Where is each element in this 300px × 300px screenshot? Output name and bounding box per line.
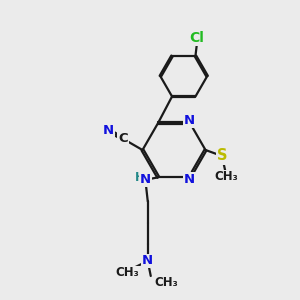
Text: N: N — [184, 173, 195, 186]
Text: H: H — [135, 171, 145, 184]
Text: CH₃: CH₃ — [214, 170, 238, 184]
Text: CH₃: CH₃ — [154, 276, 178, 289]
Text: C: C — [118, 132, 128, 145]
Text: N: N — [140, 173, 151, 186]
Text: N: N — [184, 114, 195, 127]
Text: S: S — [217, 148, 227, 164]
Text: CH₃: CH₃ — [116, 266, 140, 280]
Text: Cl: Cl — [190, 31, 204, 45]
Text: N: N — [142, 254, 153, 268]
Text: N: N — [103, 124, 114, 137]
